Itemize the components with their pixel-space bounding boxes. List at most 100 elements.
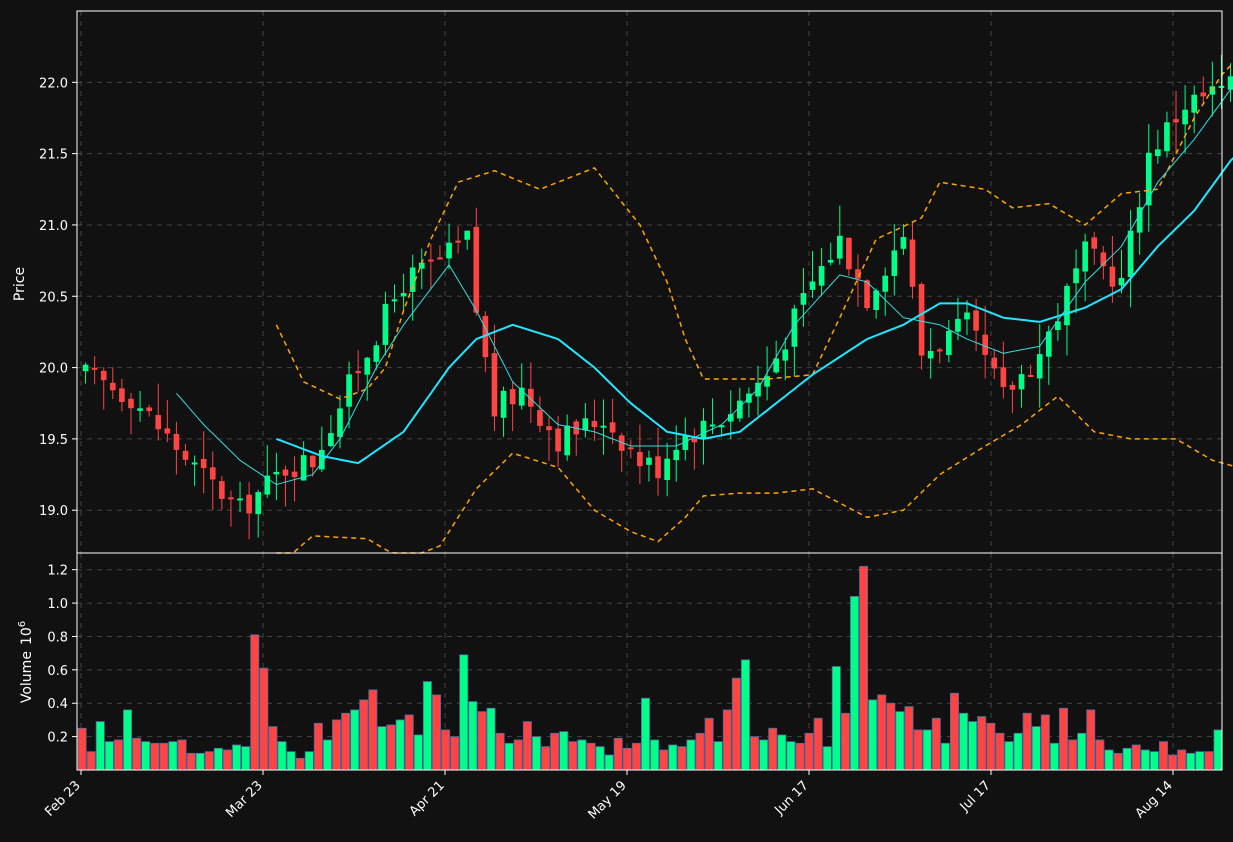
candle-body bbox=[1082, 241, 1088, 272]
volume-bar bbox=[686, 739, 696, 771]
volume-bar bbox=[641, 697, 650, 771]
volume-bar bbox=[1131, 744, 1141, 771]
volume-bar bbox=[1104, 749, 1114, 771]
volume-bar bbox=[259, 667, 269, 771]
candle-body bbox=[1127, 230, 1134, 278]
candle-body bbox=[727, 414, 734, 422]
candle-body bbox=[1164, 122, 1170, 152]
volume-bar bbox=[959, 712, 969, 771]
volume-bar bbox=[404, 714, 414, 771]
candle-body bbox=[337, 408, 343, 437]
candle-body bbox=[146, 407, 152, 412]
volume-bar bbox=[241, 746, 251, 771]
candle-body bbox=[582, 418, 589, 431]
volume-bar bbox=[504, 742, 514, 771]
candle-body bbox=[782, 349, 789, 361]
candle-body bbox=[618, 435, 625, 451]
candle-body bbox=[1036, 354, 1043, 379]
candle-body bbox=[1073, 268, 1079, 284]
candle-body bbox=[718, 425, 725, 428]
candle-body bbox=[1064, 285, 1070, 326]
volume-bar bbox=[968, 721, 978, 771]
candle-body bbox=[737, 400, 743, 419]
candle-body bbox=[455, 240, 461, 243]
candle-body bbox=[1200, 92, 1207, 97]
price-panel: 19.0 19.5 20.0 20.5 21.0 21.5 22.0 Price bbox=[12, 10, 1233, 554]
volume-bar bbox=[1049, 742, 1059, 771]
volume-bar bbox=[368, 689, 378, 771]
volume-bar bbox=[595, 746, 605, 771]
volume-bar bbox=[386, 724, 396, 771]
volume-bar bbox=[740, 659, 750, 771]
volume-bar bbox=[877, 694, 887, 771]
volume-bar bbox=[186, 752, 196, 771]
candle-body bbox=[909, 239, 916, 287]
volume-bar bbox=[1186, 752, 1196, 771]
candle-body bbox=[109, 382, 116, 391]
candle-body bbox=[700, 420, 707, 440]
volume-bar bbox=[813, 717, 823, 771]
volume-bar bbox=[804, 732, 814, 771]
volume-tick-label: 0.6 bbox=[47, 664, 68, 679]
volume-bar bbox=[350, 709, 360, 771]
candle-body bbox=[346, 374, 352, 407]
candle-body bbox=[864, 280, 870, 309]
candle-body bbox=[1191, 94, 1198, 113]
price-grid bbox=[77, 11, 1222, 553]
volume-bar bbox=[1122, 747, 1132, 771]
candle-body bbox=[373, 345, 380, 362]
volume-bar bbox=[577, 739, 587, 771]
candle-body bbox=[836, 235, 843, 259]
candle-body bbox=[646, 457, 652, 465]
candle-body bbox=[773, 358, 779, 373]
candle-body bbox=[246, 494, 252, 514]
upper-band-line bbox=[275, 62, 1233, 400]
volume-bar bbox=[786, 741, 796, 771]
volume-bar bbox=[986, 722, 996, 771]
candle-body bbox=[1227, 76, 1233, 90]
candle-body bbox=[219, 481, 225, 499]
volume-bar bbox=[1168, 754, 1178, 771]
candle-body bbox=[428, 259, 434, 262]
volume-bar bbox=[522, 721, 532, 771]
candle-body bbox=[791, 308, 798, 347]
slow-moving-average-line bbox=[276, 156, 1233, 465]
candle-body bbox=[91, 367, 98, 370]
price-tick-label: 19.5 bbox=[39, 433, 68, 448]
volume-bar bbox=[695, 732, 705, 771]
price-tick-label: 21.5 bbox=[39, 148, 68, 163]
candle-body bbox=[391, 299, 398, 302]
volume-bar bbox=[904, 706, 914, 771]
candle-body bbox=[827, 259, 834, 263]
volume-bar bbox=[132, 737, 142, 771]
candle-body bbox=[564, 425, 570, 456]
candle-body bbox=[200, 458, 207, 469]
volume-bar bbox=[568, 741, 578, 771]
volume-bar bbox=[1059, 707, 1069, 771]
volume-bar bbox=[95, 721, 105, 771]
volume-bar bbox=[949, 692, 959, 771]
volume-bar bbox=[895, 711, 905, 771]
volume-bar bbox=[922, 729, 932, 771]
candle-body bbox=[991, 357, 998, 369]
candle-body bbox=[809, 281, 816, 290]
volume-bar bbox=[77, 727, 87, 771]
volume-panel-frame bbox=[76, 552, 1223, 771]
candle-body bbox=[1136, 207, 1143, 233]
volume-bar bbox=[359, 699, 369, 771]
candle-body bbox=[309, 455, 316, 468]
candle-body bbox=[318, 449, 325, 470]
volume-bar bbox=[195, 752, 205, 771]
volume-bar bbox=[713, 741, 723, 771]
volume-bar bbox=[422, 681, 432, 771]
volume-bar bbox=[913, 729, 923, 771]
volume-bar bbox=[750, 736, 760, 771]
volume-bar bbox=[441, 729, 451, 771]
candle-body bbox=[1055, 321, 1061, 331]
price-tick-label: 22.0 bbox=[39, 76, 68, 91]
volume-bar bbox=[1031, 726, 1041, 771]
candle-body bbox=[1009, 384, 1016, 390]
candle-body bbox=[764, 376, 770, 387]
